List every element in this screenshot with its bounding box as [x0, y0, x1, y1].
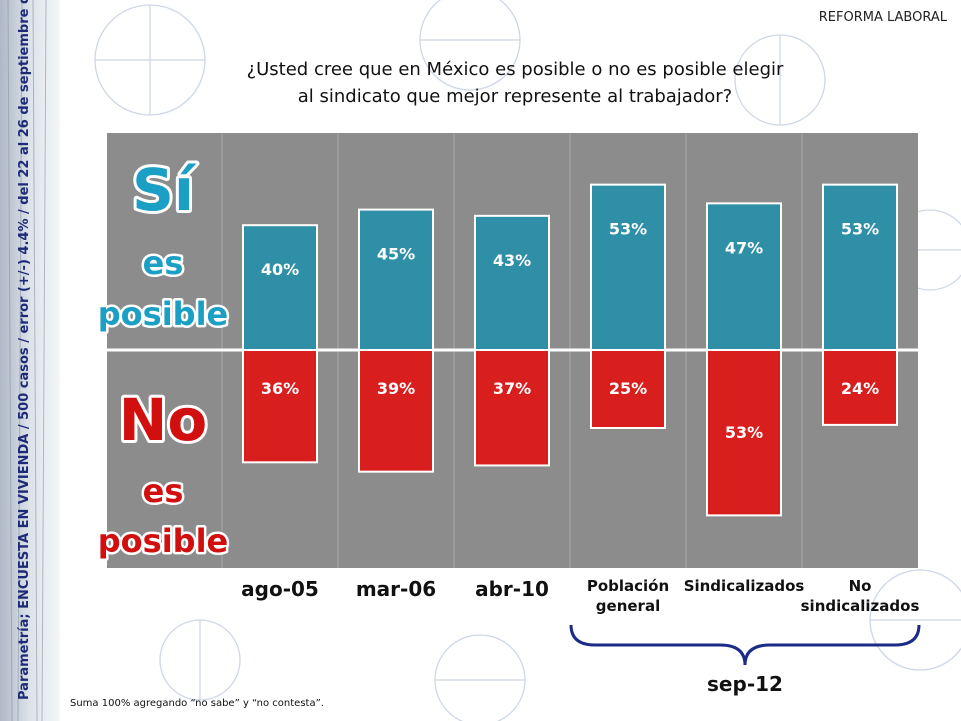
bar-yes	[242, 224, 318, 351]
data-label-yes: 40%	[261, 260, 299, 279]
bar-yes	[822, 183, 898, 351]
bar-no	[590, 349, 666, 429]
bar-yes	[474, 214, 550, 351]
question-title: ¿Usted cree que en México es posible o n…	[215, 56, 815, 110]
category-label: ago-05	[241, 577, 319, 601]
bar-no	[242, 349, 318, 464]
footnote: Suma 100% agregando “no sabe” y “no cont…	[70, 698, 324, 709]
data-label-no: 25%	[609, 379, 647, 398]
bar-yes	[358, 208, 434, 351]
data-label-no: 53%	[725, 423, 763, 442]
yes-word: Sí	[132, 156, 197, 224]
data-label-no: 36%	[261, 379, 299, 398]
data-label-no: 37%	[493, 379, 531, 398]
bar-no	[358, 349, 434, 473]
decorative-left-strip	[0, 0, 60, 721]
question-line-1: ¿Usted cree que en México es posible o n…	[246, 59, 784, 80]
data-label-yes: 45%	[377, 245, 415, 264]
no-word: No	[119, 386, 207, 454]
category-label: abr-10	[475, 577, 549, 601]
group-bracket	[569, 624, 921, 666]
category-label: mar-06	[355, 577, 437, 601]
no-sub1: es	[143, 472, 184, 510]
bar-yes	[590, 183, 666, 351]
row-labels: Sí es posible No es posible	[95, 153, 230, 563]
data-label-no: 24%	[841, 379, 879, 398]
data-label-yes: 47%	[725, 238, 763, 257]
category-label: Población general	[586, 577, 670, 615]
data-label-yes: 53%	[841, 220, 879, 239]
bar-no	[822, 349, 898, 426]
yes-sub1: es	[143, 244, 184, 282]
bar-no	[706, 349, 782, 517]
no-sub2: posible	[98, 522, 228, 560]
category-label: No sindicalizados	[800, 577, 920, 615]
data-label-yes: 53%	[609, 220, 647, 239]
category-label: Sindicalizados	[683, 577, 805, 595]
bar-no	[474, 349, 550, 467]
bar-yes	[706, 202, 782, 351]
data-label-no: 39%	[377, 379, 415, 398]
yes-sub2: posible	[98, 295, 228, 333]
section-label: REFORMA LABORAL	[818, 10, 947, 25]
question-line-2: al sindicato que mejor represente al tra…	[297, 86, 733, 107]
group-label: sep-12	[707, 672, 783, 696]
data-label-yes: 43%	[493, 251, 531, 270]
